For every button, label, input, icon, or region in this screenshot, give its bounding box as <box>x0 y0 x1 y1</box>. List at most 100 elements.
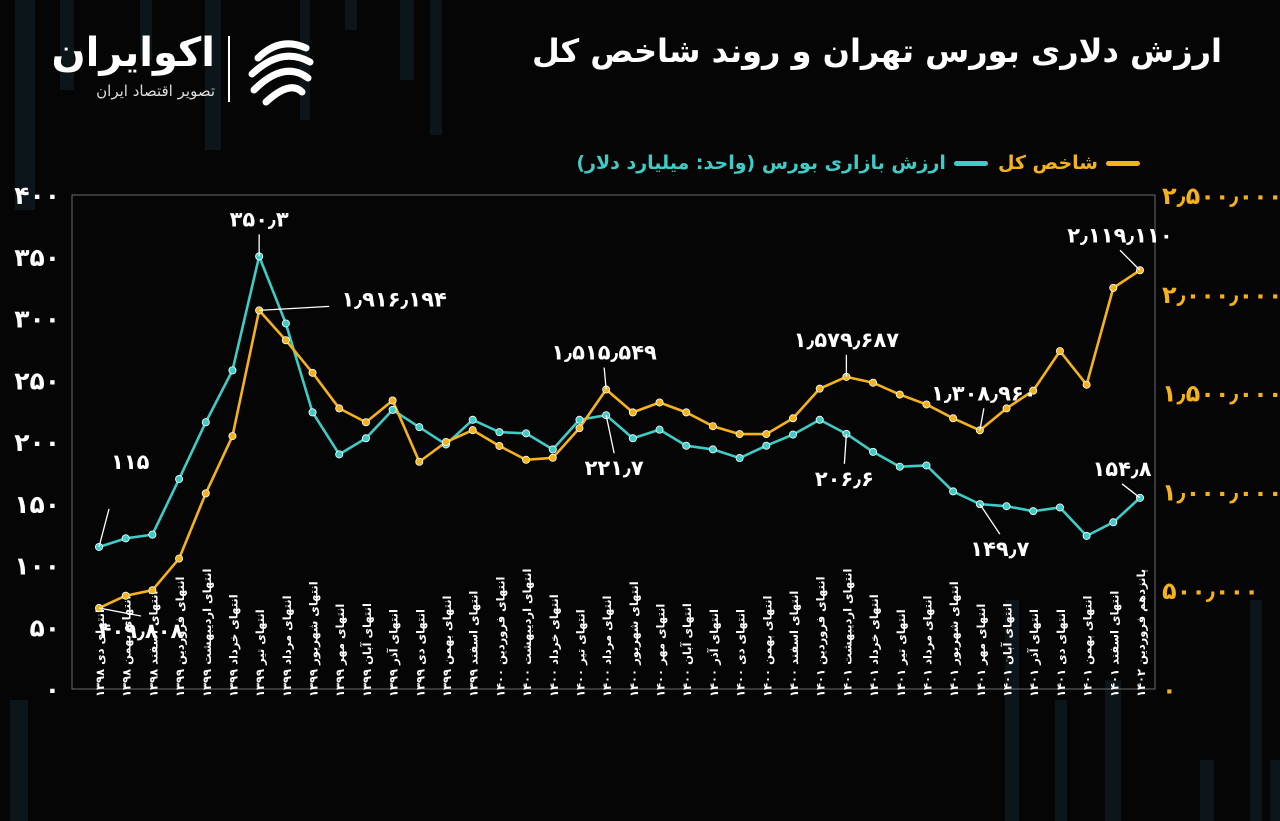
x-axis-tick-label: انتهای بهمن ۱۴۰۰ <box>760 596 774 697</box>
x-axis-tick-label: انتهای آذر ۱۳۹۹ <box>387 609 401 697</box>
data-point-index <box>388 396 397 405</box>
x-axis-tick-label: انتهای تیر ۱۴۰۱ <box>894 609 908 697</box>
x-axis-tick-label: انتهای فروردین ۱۴۰۱ <box>814 576 829 697</box>
left-axis-tick-label: ۲۵۰ <box>14 366 60 395</box>
brand-tagline: تصویر اقتصاد ایران <box>96 82 215 100</box>
data-point-index <box>789 414 798 423</box>
right-axis-tick-label: ۱٫۰۰۰٫۰۰۰ <box>1162 478 1280 506</box>
x-axis-tick-label: انتهای بهمن ۱۳۹۹ <box>440 596 454 697</box>
data-point-index <box>1082 380 1091 389</box>
data-point-market-value <box>655 425 664 434</box>
data-point-index <box>495 441 504 450</box>
chart-title: ارزش دلاری بورس تهران و روند شاخص کل <box>531 32 1222 70</box>
x-axis-tick-label: انتهای بهمن ۱۴۰۱ <box>1081 596 1095 697</box>
data-point-market-value <box>335 450 344 459</box>
data-label: ۴۰۹٫۸۰۸ <box>99 619 184 643</box>
data-point-market-value <box>815 415 824 424</box>
x-axis-tick-label: انتهای مرداد ۱۴۰۰ <box>600 595 614 697</box>
data-point-market-value <box>388 405 397 414</box>
plot-frame <box>71 194 1156 690</box>
data-point-index <box>1109 283 1118 292</box>
x-axis-tick-label: انتهای دی ۱۴۰۰ <box>734 609 748 697</box>
data-point-market-value <box>495 428 504 437</box>
background-bar <box>1055 700 1067 821</box>
x-axis-tick-label: انتهای دی ۱۴۰۱ <box>1054 609 1068 697</box>
brand-logo: اکوایران تصویر اقتصاد ایران <box>50 30 320 110</box>
background-bar <box>400 0 414 80</box>
right-axis-tick-label: ۲٫۵۰۰٫۰۰۰ <box>1162 182 1280 210</box>
background-bar <box>10 700 28 821</box>
data-point-market-value <box>468 415 477 424</box>
x-axis-tick-label: انتهای فروردین ۱۴۰۰ <box>493 576 508 697</box>
data-point-market-value <box>201 418 210 427</box>
data-label: ۱٫۵۱۵٫۵۴۹ <box>551 341 657 365</box>
x-axis-tick-label: انتهای شهریور ۱۴۰۰ <box>627 581 642 697</box>
series-line-index <box>98 269 1141 610</box>
data-point-market-value <box>869 447 878 456</box>
x-axis-tick-label: انتهای آبان ۱۴۰۰ <box>680 603 694 697</box>
x-axis-tick-label: انتهای آذر ۱۴۰۰ <box>707 609 721 697</box>
legend-label-index: شاخص کل <box>997 152 1098 174</box>
left-axis-tick-label: ۱۵۰ <box>14 490 60 519</box>
data-point-index <box>441 437 450 446</box>
data-point-index <box>148 586 157 595</box>
x-axis-tick-label: انتهای اردیبهشت ۱۴۰۱ <box>840 569 854 697</box>
right-axis-tick-label: ۲٫۰۰۰٫۰۰۰ <box>1162 281 1280 309</box>
x-axis-tick-label: انتهای آبان ۱۳۹۹ <box>360 603 374 697</box>
x-axis-tick-label: انتهای مرداد ۱۳۹۹ <box>280 595 294 697</box>
left-axis-tick-label: ۳۰۰ <box>14 305 60 334</box>
annotation-leader-line <box>98 607 142 617</box>
x-axis-tick-label: انتهای تیر ۱۳۹۹ <box>253 609 267 697</box>
background-bar <box>1200 760 1214 821</box>
x-axis-tick-label: انتهای مهر ۱۳۹۹ <box>333 604 347 697</box>
background-bar <box>60 0 74 90</box>
data-point-market-value <box>1055 503 1064 512</box>
annotation-leader-line <box>1119 249 1141 271</box>
data-point-index <box>949 414 958 423</box>
data-point-index <box>869 378 878 387</box>
data-point-index <box>735 430 744 439</box>
data-point-market-value <box>789 430 798 439</box>
x-axis-tick-label: انتهای مهر ۱۴۰۱ <box>974 604 988 697</box>
annotation-leader-line <box>603 367 607 390</box>
data-point-index <box>1029 386 1038 395</box>
x-axis-tick-label: انتهای دی ۱۳۹۸ <box>93 609 107 697</box>
background-bar <box>1105 680 1121 821</box>
data-point-index <box>308 368 317 377</box>
data-point-market-value <box>1109 518 1118 527</box>
data-point-market-value <box>1082 531 1091 540</box>
legend-item-index: شاخص کل <box>998 152 1140 174</box>
data-point-market-value <box>1002 502 1011 511</box>
background-bar <box>140 0 152 60</box>
background-bar <box>430 0 442 135</box>
legend-label-market: ارزش بازاری بورس (واحد: میلیارد دلار) <box>576 152 946 174</box>
x-axis-tick-label: انتهای شهریور ۱۳۹۹ <box>307 581 322 697</box>
data-label: ۱٫۹۱۶٫۱۹۴ <box>341 287 447 311</box>
x-axis-tick-label: انتهای شهریور ۱۴۰۱ <box>947 581 962 697</box>
data-point-market-value <box>148 530 157 539</box>
chart-legend: شاخص کل ارزش بازاری بورس (واحد: میلیارد … <box>576 148 1140 178</box>
x-axis-tick-label: انتهای فروردین ۱۳۹۹ <box>173 576 188 697</box>
background-bar <box>1250 600 1262 821</box>
data-point-index <box>121 591 130 600</box>
background-bar <box>345 0 357 30</box>
data-point-index <box>415 457 424 466</box>
data-point-index <box>628 408 637 417</box>
x-axis-tick-label: انتهای اردیبهشت ۱۳۹۹ <box>200 569 214 697</box>
annotation-leader-line <box>605 415 615 454</box>
data-point-market-value <box>708 445 717 454</box>
annotation-leader-line <box>259 305 330 312</box>
data-point-index <box>575 424 584 433</box>
data-label: ۲٫۱۱۹٫۱۱۰ <box>1067 223 1172 247</box>
left-axis-tick-label: ۵۰ <box>29 613 60 642</box>
data-point-market-value <box>922 461 931 470</box>
data-point-market-value <box>548 445 557 454</box>
x-axis-tick-label: انتهای آذر ۱۴۰۱ <box>1027 609 1041 697</box>
legend-swatch-index <box>1106 160 1140 166</box>
data-point-index <box>895 390 904 399</box>
data-point-index <box>228 432 237 441</box>
data-point-market-value <box>281 319 290 328</box>
data-label: ۱۵۴٫۸ <box>1092 457 1151 481</box>
